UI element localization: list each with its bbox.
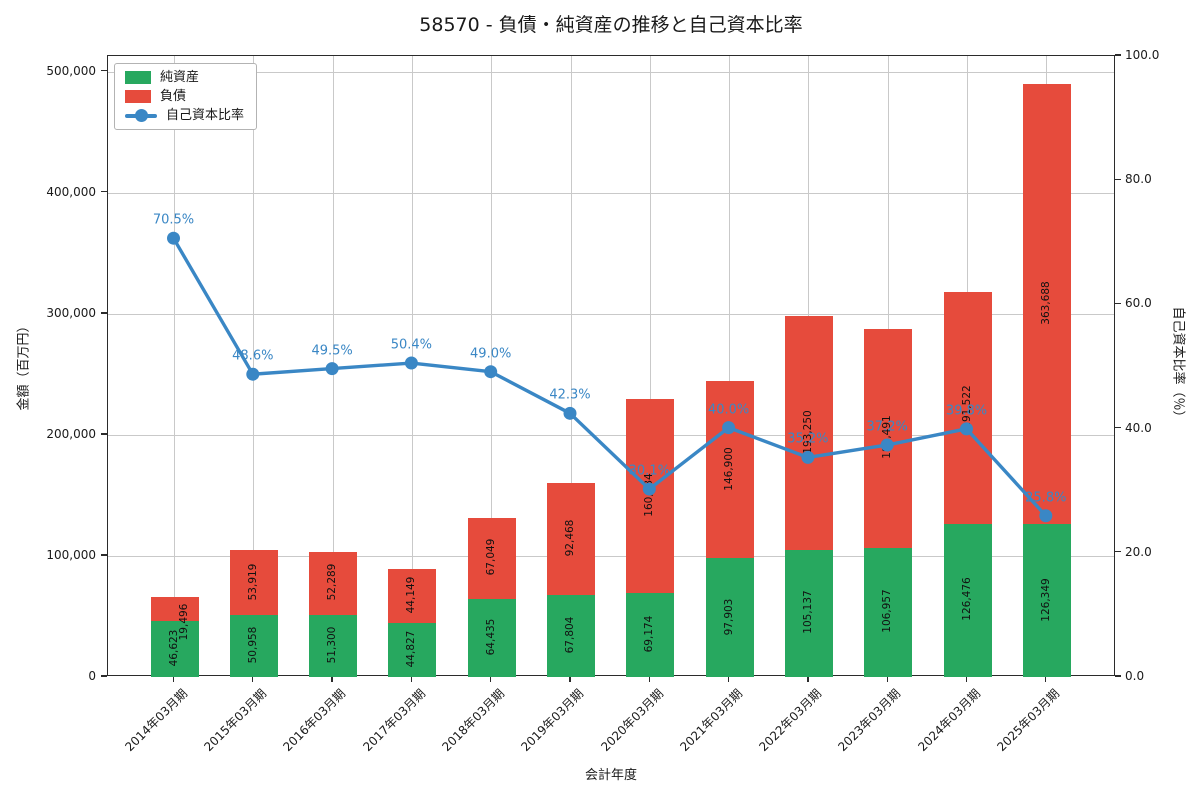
left-tick-label: 0 <box>88 669 96 683</box>
right-tick-label: 0.0 <box>1125 669 1145 683</box>
right-y-axis-title: 自己資本比率（％） <box>1170 306 1186 424</box>
v-gridline <box>174 56 175 675</box>
liabilities-bar-segment <box>864 329 913 548</box>
x-tick-label: 2018年03月期 <box>439 686 508 755</box>
right-tick-label: 20.0 <box>1125 544 1152 559</box>
right-tick <box>1115 675 1121 677</box>
legend-color-swatch <box>125 90 151 103</box>
equity-ratio-marker <box>801 450 815 464</box>
equity-ratio-marker <box>246 367 260 381</box>
left-y-axis-title: 金額（百万円） <box>16 319 32 411</box>
legend-item-liabilities: 負債 <box>125 90 244 103</box>
x-tick-label: 2025年03月期 <box>994 686 1063 755</box>
equity-ratio-marker <box>325 362 339 376</box>
right-tick <box>1115 178 1121 180</box>
liabilities-bar-segment <box>229 550 278 616</box>
liabilities-bar-segment <box>943 292 992 524</box>
x-tick-label: 2014年03月期 <box>122 686 190 755</box>
equity-ratio-line <box>172 237 1048 517</box>
h-gridline <box>108 555 1114 557</box>
h-gridline <box>108 71 1114 73</box>
net-assets-bar-segment <box>229 615 278 677</box>
x-tick-label: 2019年03月期 <box>518 686 587 755</box>
liabilities-bar-segment <box>388 569 437 623</box>
equity-ratio-marker <box>167 231 180 245</box>
legend-label: 純資産 <box>160 70 200 85</box>
left-tick-label: 500,000 <box>46 63 96 78</box>
right-tick-label: 40.0 <box>1125 420 1152 435</box>
legend-line-marker-icon <box>135 109 148 122</box>
x-tick-label: 2020年03月期 <box>597 686 666 755</box>
x-tick-label: 2015年03月期 <box>201 686 270 755</box>
h-gridline <box>108 313 1114 315</box>
legend-item-equity-ratio: 自己資本比率 <box>125 109 244 122</box>
plot-area <box>107 55 1115 677</box>
right-tick <box>1115 54 1121 56</box>
chart-title: 58570 - 負債・純資産の推移と自己資本比率 <box>419 14 803 36</box>
left-tick-label: 100,000 <box>46 547 96 562</box>
legend-line-sample <box>125 109 157 122</box>
right-tick-label: 80.0 <box>1125 172 1152 187</box>
equity-ratio-line-layer <box>167 231 1053 523</box>
legend-label: 負債 <box>160 89 187 104</box>
right-tick <box>1115 302 1121 305</box>
liabilities-bar-segment <box>626 398 675 594</box>
liabilities-bar-segment <box>547 482 595 595</box>
equity-ratio-marker <box>1039 509 1053 523</box>
liabilities-bar-segment <box>467 517 516 599</box>
x-tick-label: 2021年03月期 <box>677 686 745 755</box>
x-tick-label: 2023年03月期 <box>835 686 904 755</box>
left-tick-label: 300,000 <box>46 305 96 320</box>
net-assets-bar-segment <box>626 593 675 677</box>
x-axis-title: 会計年度 <box>584 768 637 783</box>
equity-ratio-marker <box>563 406 577 420</box>
v-gridline <box>253 56 255 675</box>
liabilities-bar-segment <box>784 315 833 550</box>
legend-item-net-assets: 純資産 <box>125 71 244 84</box>
equity-ratio-marker <box>404 356 418 370</box>
legend: 純資産負債自己資本比率 <box>114 63 258 130</box>
net-assets-bar-segment <box>943 523 992 677</box>
net-assets-bar-segment <box>150 620 199 677</box>
liabilities-bar-segment <box>150 596 199 621</box>
h-gridline <box>108 192 1114 194</box>
right-tick-label: 100.0 <box>1125 48 1160 62</box>
net-assets-bar-segment <box>1022 524 1071 677</box>
right-tick <box>1115 426 1121 429</box>
left-tick-label: 400,000 <box>46 184 96 199</box>
net-assets-bar-segment <box>388 622 437 677</box>
equity-ratio-marker <box>484 365 498 379</box>
x-tick-label: 2016年03月期 <box>280 686 349 755</box>
equity-ratio-marker <box>960 422 973 436</box>
right-tick-label: 60.0 <box>1125 296 1152 311</box>
net-assets-bar-segment <box>864 547 913 677</box>
v-gridline <box>649 56 651 675</box>
liabilities-bar-segment <box>1022 83 1071 525</box>
net-assets-bar-segment <box>784 549 833 677</box>
x-tick-label: 2022年03月期 <box>756 686 825 755</box>
liabilities-bar-segment <box>309 551 358 615</box>
net-assets-bar-segment <box>309 614 358 677</box>
equity-ratio-marker <box>722 421 736 435</box>
h-gridline <box>108 434 1114 436</box>
equity-ratio-marker <box>642 482 656 496</box>
net-assets-bar-segment <box>705 558 754 677</box>
liabilities-bar-segment <box>705 380 754 559</box>
v-gridline <box>729 56 731 675</box>
legend-color-swatch <box>125 71 151 84</box>
x-tick-label: 2017年03月期 <box>359 686 428 755</box>
v-gridline <box>570 56 572 675</box>
left-tick-label: 200,000 <box>46 426 96 441</box>
net-assets-bar-segment <box>467 598 516 677</box>
equity-ratio-marker <box>880 438 894 452</box>
right-tick <box>1115 551 1121 553</box>
legend-label: 自己資本比率 <box>166 108 245 123</box>
net-assets-bar-segment <box>547 594 595 677</box>
x-tick-label: 2024年03月期 <box>915 686 983 755</box>
